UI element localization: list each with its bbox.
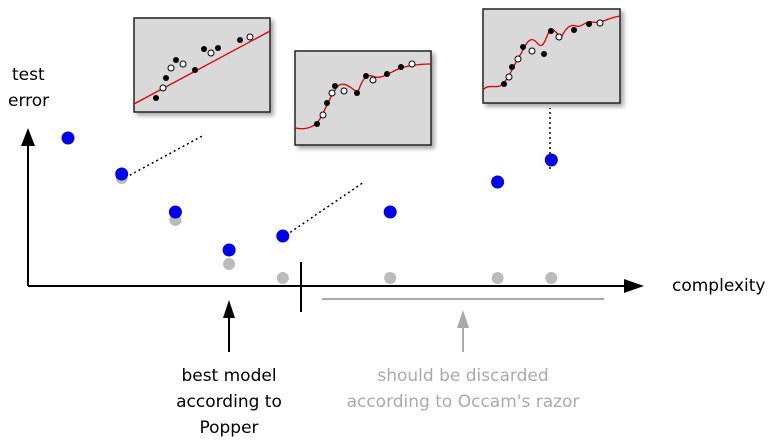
test-error-point [61,131,75,145]
train-error-points [115,172,558,284]
test-error-point [115,167,129,181]
best-model-line3: Popper [199,418,258,438]
discard-line1: should be discarded [377,366,548,386]
axes [21,128,644,293]
y-axis-arrowhead [21,128,35,146]
x-axis-label: complexity [672,276,766,296]
x-axis-arrowhead [624,279,644,293]
test-error-point [491,175,505,189]
inset-smooth-fit [294,50,432,146]
train-error-point [384,272,397,284]
test-error-points [61,131,558,257]
train-error-point [276,272,289,284]
test-error-point [544,153,558,167]
test-error-point [222,243,236,257]
inset-linear-fit [133,17,271,113]
train-error-point [545,272,558,284]
train-error-point [491,272,504,284]
best-model-line1: best model [181,366,276,386]
discard-annotation: should be discarded according to Occam's… [347,366,580,412]
inset-panel [294,50,432,146]
test-error-point [276,229,290,243]
inset-panel [133,17,271,113]
connector-linear [120,134,205,181]
best-model-line2: according to [176,392,282,412]
discard-arrow [457,310,469,352]
inset-wiggly-fit [482,8,621,104]
y-axis-label-line1: test [12,65,45,85]
best-model-arrow [223,300,235,352]
discard-line2: according to Occam's razor [347,392,580,412]
train-error-point [223,258,236,270]
best-model-annotation: best model according to Popper [176,366,282,438]
test-error-point [383,205,397,219]
fit-line [133,30,271,105]
connector-smooth [281,181,365,239]
test-error-point [168,205,182,219]
y-axis-label-line2: error [8,91,49,111]
